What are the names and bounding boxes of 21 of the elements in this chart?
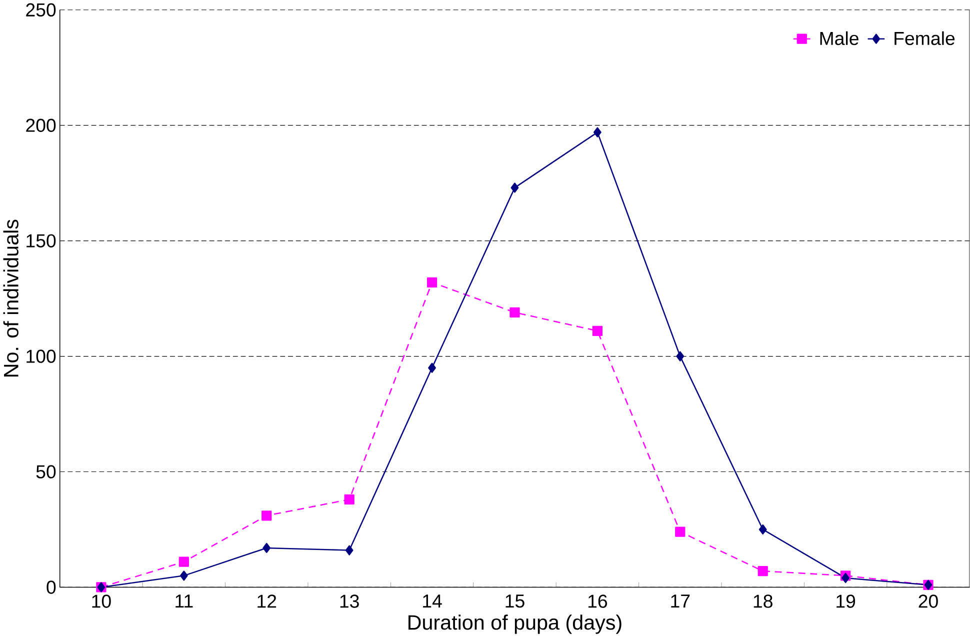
y-tick-label: 150 (26, 234, 56, 248)
x-tick-label: 16 (588, 594, 607, 608)
x-tick-label: 11 (176, 594, 193, 608)
y-tick-label: 0 (46, 580, 56, 594)
x-tick-label: 14 (423, 594, 442, 608)
x-tick-label: 19 (836, 594, 856, 608)
legend-label: Male (820, 31, 858, 46)
legend-label: Female (894, 31, 955, 46)
x-tick-label: 18 (754, 594, 772, 608)
x-tick-label: 17 (671, 594, 690, 608)
y-tick-label: 250 (26, 3, 56, 16)
x-tick-label: 10 (92, 594, 111, 608)
y-tick-label: 200 (26, 118, 56, 132)
x-tick-label: 15 (506, 594, 524, 608)
y-tick-label: 50 (36, 465, 56, 478)
y-tick-label: 100 (26, 350, 56, 363)
x-tick-label: 20 (918, 594, 938, 608)
x-tick-label: 13 (340, 594, 359, 608)
x-tick-label: 12 (258, 594, 276, 608)
y-axis-title: No. of individuals (3, 220, 18, 376)
x-axis-title: Duration of pupa (days) (408, 614, 622, 634)
